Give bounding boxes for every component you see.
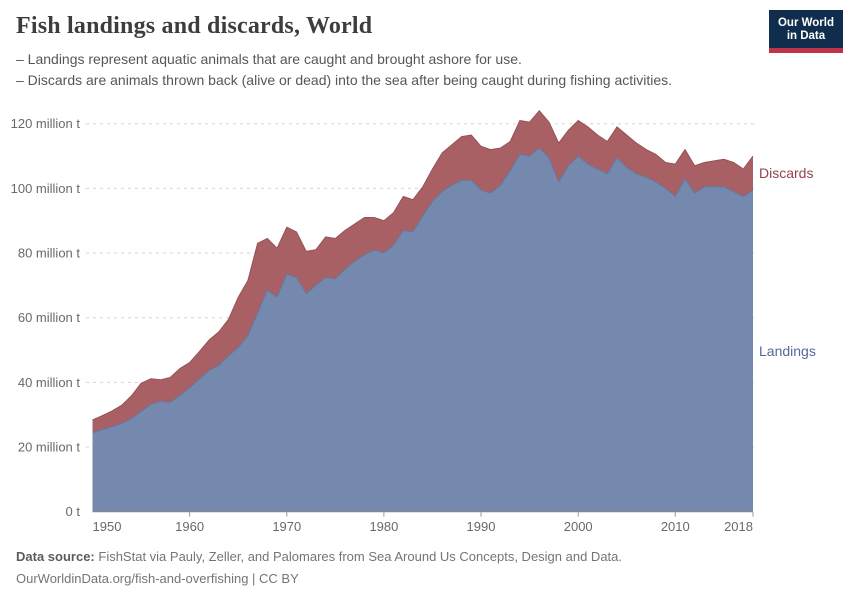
landings-boundary-line — [92, 147, 754, 433]
chart-subtitle: – Landings represent aquatic animals tha… — [16, 49, 672, 90]
discards-boundary-line — [92, 110, 754, 421]
y-tick-label: 100 million t — [11, 181, 81, 196]
y-tick-label: 20 million t — [18, 440, 81, 455]
chart-footer: Data source: FishStat via Pauly, Zeller,… — [16, 546, 622, 590]
y-tick-label: 40 million t — [18, 375, 81, 390]
logo-line-2: in Data — [786, 30, 826, 42]
x-tick-label: 1950 — [93, 519, 122, 534]
landings-series-label[interactable]: Landings — [759, 343, 816, 359]
discards-area[interactable] — [92, 110, 754, 433]
x-tick-label: 2000 — [564, 519, 593, 534]
data-source-label: Data source: — [16, 549, 95, 564]
discards-series-label[interactable]: Discards — [759, 165, 813, 181]
y-tick-label: 120 million t — [11, 116, 81, 131]
subtitle-line-discards: – Discards are animals thrown back (aliv… — [16, 71, 673, 88]
y-tick-label: 0 t — [66, 504, 81, 519]
owid-logo[interactable]: Our World in Data — [768, 10, 843, 53]
license-line: OurWorldinData.org/fish-and-overfishing … — [16, 571, 299, 586]
page-title: Fish landings and discards, World — [16, 13, 373, 39]
subtitle-line-landings: – Landings represent aquatic animals tha… — [16, 51, 522, 67]
logo-line-1: Our World — [777, 17, 834, 29]
x-tick-label: 2018 — [724, 519, 753, 534]
data-source-line: Data source: FishStat via Pauly, Zeller,… — [16, 546, 622, 568]
y-tick-label: 80 million t — [18, 246, 81, 261]
x-tick-label: 1970 — [272, 519, 301, 534]
x-tick-label: 1960 — [175, 519, 204, 534]
landings-area[interactable] — [92, 148, 754, 512]
x-tick-label: 1990 — [467, 519, 496, 534]
x-tick-label: 1980 — [369, 519, 398, 534]
x-tick-label: 2010 — [661, 519, 690, 534]
data-source-text: FishStat via Pauly, Zeller, and Palomare… — [98, 549, 623, 564]
y-tick-label: 60 million t — [18, 310, 81, 325]
